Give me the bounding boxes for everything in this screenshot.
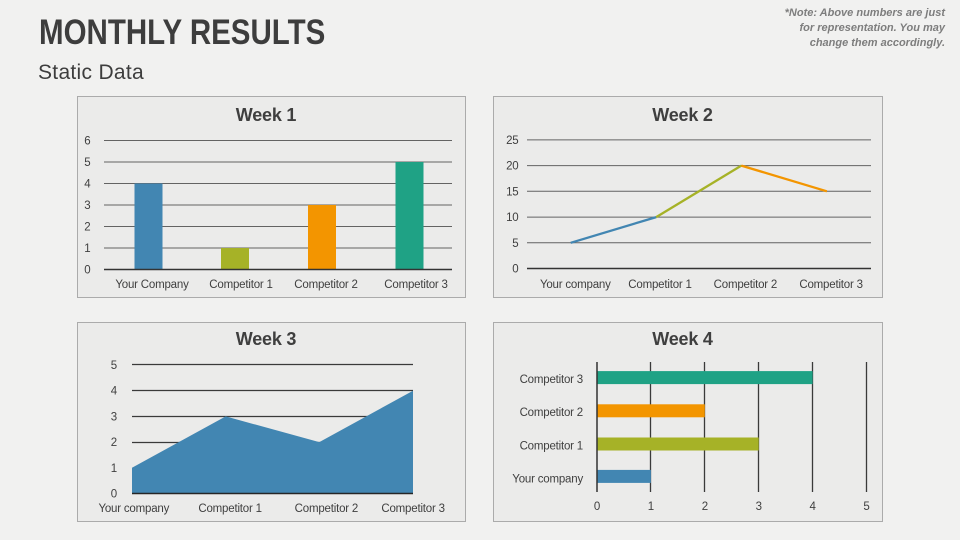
svg-text:3: 3 (111, 411, 117, 423)
svg-text:Week 3: Week 3 (236, 329, 297, 349)
svg-text:Your company: Your company (98, 503, 169, 515)
svg-text:Competitor 3: Competitor 3 (381, 503, 444, 515)
svg-text:Your company: Your company (540, 279, 611, 291)
svg-text:3: 3 (84, 200, 90, 212)
svg-text:Competitor 2: Competitor 2 (294, 279, 357, 291)
svg-text:1: 1 (84, 243, 90, 255)
svg-text:4: 4 (809, 501, 816, 513)
svg-text:Competitor 2: Competitor 2 (520, 407, 583, 419)
svg-text:Week 2: Week 2 (652, 105, 713, 125)
svg-text:Competitor 2: Competitor 2 (714, 279, 777, 291)
svg-text:Your Company: Your Company (115, 279, 189, 291)
svg-text:0: 0 (111, 489, 117, 501)
svg-text:4: 4 (84, 179, 91, 191)
svg-text:Week 4: Week 4 (652, 329, 713, 349)
svg-text:6: 6 (84, 136, 90, 148)
svg-text:1: 1 (111, 463, 117, 475)
svg-text:5: 5 (111, 360, 117, 372)
svg-text:Competitor 1: Competitor 1 (628, 279, 691, 291)
svg-text:15: 15 (506, 186, 518, 198)
svg-text:0: 0 (84, 265, 90, 277)
svg-text:1: 1 (648, 501, 654, 513)
svg-text:0: 0 (512, 264, 518, 276)
svg-text:2: 2 (111, 437, 117, 449)
svg-text:5: 5 (863, 501, 869, 513)
svg-text:Competitor 3: Competitor 3 (520, 374, 583, 386)
svg-text:Competitor 1: Competitor 1 (209, 279, 272, 291)
svg-text:Competitor 3: Competitor 3 (799, 279, 862, 291)
svg-text:3: 3 (756, 501, 762, 513)
svg-text:5: 5 (512, 238, 518, 250)
svg-text:10: 10 (506, 212, 518, 224)
svg-text:Week 1: Week 1 (236, 105, 297, 125)
svg-text:2: 2 (84, 222, 90, 234)
svg-text:0: 0 (594, 501, 600, 513)
svg-text:25: 25 (506, 135, 518, 147)
svg-text:4: 4 (111, 386, 118, 398)
svg-text:Competitor 1: Competitor 1 (198, 503, 261, 515)
svg-text:Competitor 2: Competitor 2 (295, 503, 358, 515)
svg-text:Competitor 1: Competitor 1 (520, 440, 583, 452)
svg-text:2: 2 (702, 501, 708, 513)
svg-text:5: 5 (84, 157, 90, 169)
svg-text:Your company: Your company (512, 474, 583, 486)
svg-text:20: 20 (506, 161, 518, 173)
svg-text:Competitor 3: Competitor 3 (384, 279, 447, 291)
